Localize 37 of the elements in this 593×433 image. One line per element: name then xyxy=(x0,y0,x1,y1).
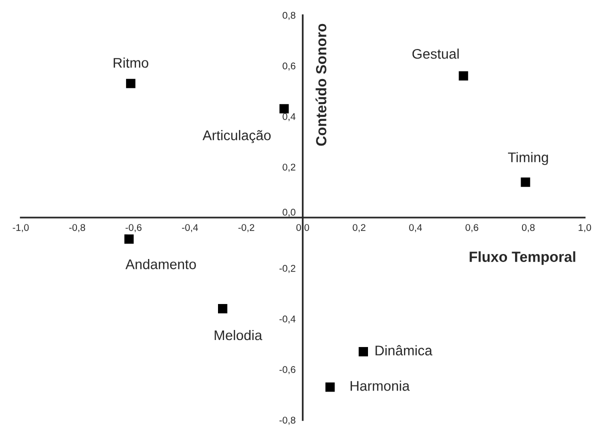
x-tick-label: 0,6 xyxy=(466,224,478,232)
x-tick-label: 0,8 xyxy=(522,224,535,232)
annotation: Gestual xyxy=(412,48,459,59)
y-tick-label: -0,8 xyxy=(279,416,296,425)
point xyxy=(218,304,228,314)
x-tick-label: 0,4 xyxy=(409,224,422,232)
annotation: Dinâmica xyxy=(376,345,432,356)
point xyxy=(520,178,530,187)
x-tick-label: -0,4 xyxy=(182,224,198,232)
point xyxy=(358,347,368,356)
x-tick-label: -0,2 xyxy=(238,224,254,232)
x-tick-label: 1,0 xyxy=(578,224,592,232)
point xyxy=(458,71,468,81)
annotation: Melodia xyxy=(214,330,262,340)
y-tick-label: -0,2 xyxy=(279,264,296,273)
x-tick-label: 0,2 xyxy=(352,224,366,232)
x-axis-title: Fluxo Temporal xyxy=(470,251,576,265)
annotation: Andamento xyxy=(125,259,196,270)
x-tick-label: -0,8 xyxy=(69,224,86,232)
point xyxy=(279,104,289,114)
y-tick-label: 0,8 xyxy=(282,12,296,20)
y-tick-label: -0,4 xyxy=(279,316,296,324)
y-tick-label: 0,2 xyxy=(282,164,296,172)
annotation: Ritmo xyxy=(114,58,148,68)
annotation: Articulação xyxy=(202,130,271,144)
point xyxy=(126,78,136,88)
annotation: Harmonia xyxy=(350,380,410,391)
y-tick-label: 0,4 xyxy=(282,113,296,122)
x-tick-label: -1,0 xyxy=(12,224,29,232)
y-tick-label: 0,6 xyxy=(282,62,296,71)
point xyxy=(325,382,335,392)
x-tick-label: -0,6 xyxy=(126,224,142,232)
annotation: Timing xyxy=(508,152,548,166)
y-tick-label: -0,6 xyxy=(279,366,296,374)
point xyxy=(124,234,134,244)
y-axis-title: Conteúdo Sonoro xyxy=(316,24,326,146)
y-tick-label: 0,0 xyxy=(282,208,296,217)
